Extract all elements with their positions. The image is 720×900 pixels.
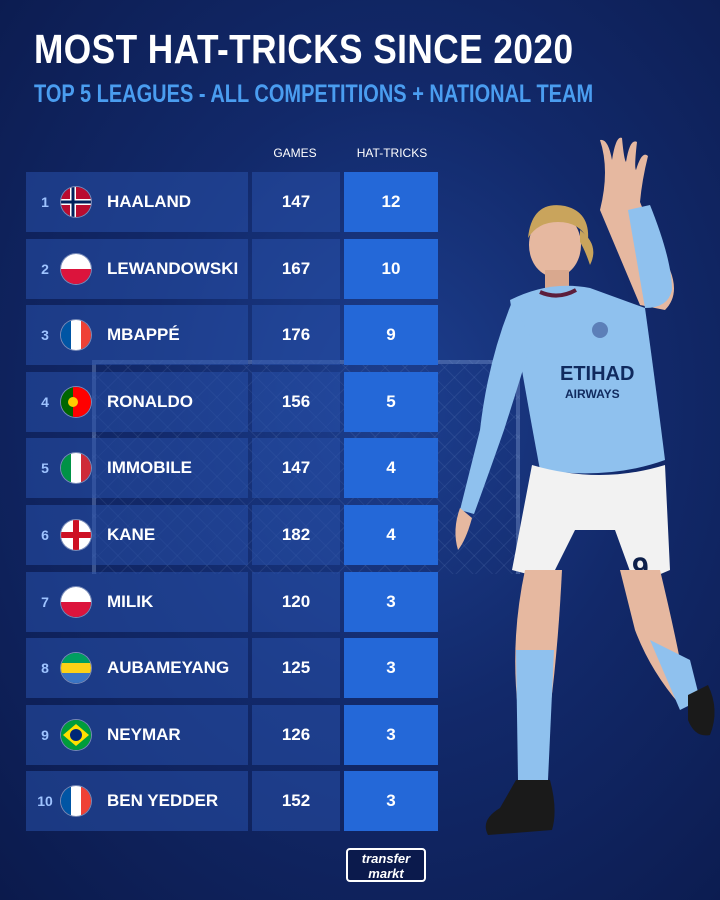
poland-flag-icon — [61, 586, 91, 617]
page-subtitle: TOP 5 LEAGUES - ALL COMPETITIONS + NATIO… — [34, 80, 594, 108]
games-cell: 125 — [252, 638, 340, 699]
table-row: 5 IMMOBILE 147 4 — [26, 438, 438, 499]
player-cell: 6 KANE — [26, 505, 248, 565]
games-cell: 147 — [252, 438, 340, 499]
table-row: 1 HAALAND 147 12 — [26, 172, 438, 232]
rank-number: 3 — [41, 327, 49, 344]
rank-number: 4 — [41, 393, 49, 410]
player-illustration: ETIHAD AIRWAYS 9 — [455, 137, 715, 835]
table-row: 7 MILIK 120 3 — [26, 571, 438, 632]
rank-number: 2 — [41, 260, 49, 277]
table-row: 6 KANE 182 4 — [26, 505, 438, 565]
hat-tricks-value: 3 — [386, 591, 396, 611]
hat-tricks-value: 10 — [381, 258, 401, 278]
hat-tricks-value: 3 — [386, 791, 396, 811]
shirt-sponsor-subtext: AIRWAYS — [565, 387, 620, 401]
games-value: 147 — [281, 458, 311, 478]
games-value: 126 — [281, 724, 311, 744]
gabon-flag-icon — [61, 653, 91, 684]
rank-number: 1 — [41, 194, 49, 210]
france-flag-icon — [61, 320, 91, 351]
hat-tricks-cell: 3 — [344, 771, 438, 832]
games-value: 182 — [281, 525, 311, 544]
player-name: IMMOBILE — [107, 458, 192, 478]
player-cell: 5 IMMOBILE — [26, 438, 248, 499]
hat-tricks-value: 4 — [386, 458, 396, 478]
hat-tricks-value: 9 — [386, 325, 396, 345]
hat-tricks-cell: 3 — [344, 638, 438, 699]
hat-tricks-cell: 4 — [344, 505, 438, 565]
player-cell: 8 AUBAMEYANG — [26, 638, 248, 699]
player-cell: 4 RONALDO — [26, 371, 248, 432]
player-name: RONALDO — [107, 391, 193, 411]
table-row: 3 MBAPPÉ 176 9 — [26, 305, 438, 366]
player-name: AUBAMEYANG — [107, 658, 230, 678]
table-row: 10 BEN YEDDER 152 3 — [26, 771, 438, 832]
italy-flag-icon — [61, 453, 91, 484]
player-cell: 3 MBAPPÉ — [26, 305, 248, 366]
player-name: KANE — [107, 525, 156, 544]
player-cell: 7 MILIK — [26, 571, 248, 632]
games-cell: 167 — [252, 238, 340, 299]
games-value: 125 — [281, 658, 311, 678]
player-name: BEN YEDDER — [107, 791, 219, 811]
hat-tricks-cell: 4 — [344, 438, 438, 499]
games-cell: 176 — [252, 305, 340, 366]
player-cell: 1 HAALAND — [26, 172, 248, 232]
games-cell: 156 — [252, 371, 340, 432]
player-name: MILIK — [107, 591, 154, 611]
games-value: 120 — [281, 591, 311, 611]
hat-tricks-cell: 9 — [344, 305, 438, 366]
games-value: 176 — [281, 325, 311, 345]
hat-tricks-cell: 10 — [344, 238, 438, 299]
portugal-flag-icon — [61, 386, 91, 417]
brazil-flag-icon — [61, 719, 91, 750]
games-cell: 126 — [252, 704, 340, 765]
games-value: 167 — [281, 258, 311, 278]
table-row: 9 NEYMAR 126 3 — [26, 704, 438, 765]
games-value: 156 — [281, 391, 311, 411]
shirt-sponsor-text: ETIHAD — [560, 363, 634, 385]
player-cell: 9 NEYMAR — [26, 704, 248, 765]
table-row: 8 AUBAMEYANG 125 3 — [26, 638, 438, 699]
games-value: 147 — [281, 192, 311, 211]
player-name: LEWANDOWSKI — [107, 258, 239, 278]
rank-number: 5 — [41, 460, 49, 477]
player-cell: 2 LEWANDOWSKI — [26, 238, 248, 299]
england-flag-icon — [61, 520, 91, 550]
rank-number: 10 — [37, 793, 53, 810]
hat-tricks-cell: 3 — [344, 704, 438, 765]
poland-flag-icon — [61, 253, 91, 284]
transfermarkt-logo: transfer markt — [346, 848, 426, 882]
player-name: MBAPPÉ — [107, 325, 180, 345]
games-cell: 152 — [252, 771, 340, 832]
player-cell: 10 BEN YEDDER — [26, 771, 248, 832]
hat-tricks-cell: 5 — [344, 371, 438, 432]
table-row: 4 RONALDO 156 5 — [26, 371, 438, 432]
hat-tricks-value: 12 — [381, 192, 401, 211]
player-name: HAALAND — [107, 192, 192, 211]
norway-flag-icon — [61, 187, 91, 217]
rank-number: 7 — [41, 593, 49, 610]
games-value: 152 — [281, 791, 311, 811]
rank-number: 6 — [41, 527, 49, 543]
france-flag-icon — [61, 786, 91, 817]
games-column-header: GAMES — [273, 146, 317, 160]
rank-number: 9 — [41, 726, 49, 743]
page-title: MOST HAT-TRICKS SINCE 2020 — [34, 26, 574, 72]
hat-tricks-value: 4 — [386, 525, 396, 544]
hat-tricks-value: 3 — [386, 724, 396, 744]
hat-tricks-cell: 12 — [344, 172, 438, 232]
hat-tricks-cell: 3 — [344, 571, 438, 632]
hat-tricks-value: 5 — [386, 391, 396, 411]
games-cell: 120 — [252, 571, 340, 632]
table-row: 2 LEWANDOWSKI 167 10 — [26, 238, 438, 299]
games-cell: 147 — [252, 172, 340, 232]
games-cell: 182 — [252, 505, 340, 565]
hat-tricks-value: 3 — [386, 658, 396, 678]
club-crest-icon — [592, 322, 608, 338]
player-name: NEYMAR — [107, 724, 181, 744]
rank-number: 8 — [41, 660, 49, 677]
hat-tricks-column-header: HAT-TRICKS — [356, 146, 428, 160]
